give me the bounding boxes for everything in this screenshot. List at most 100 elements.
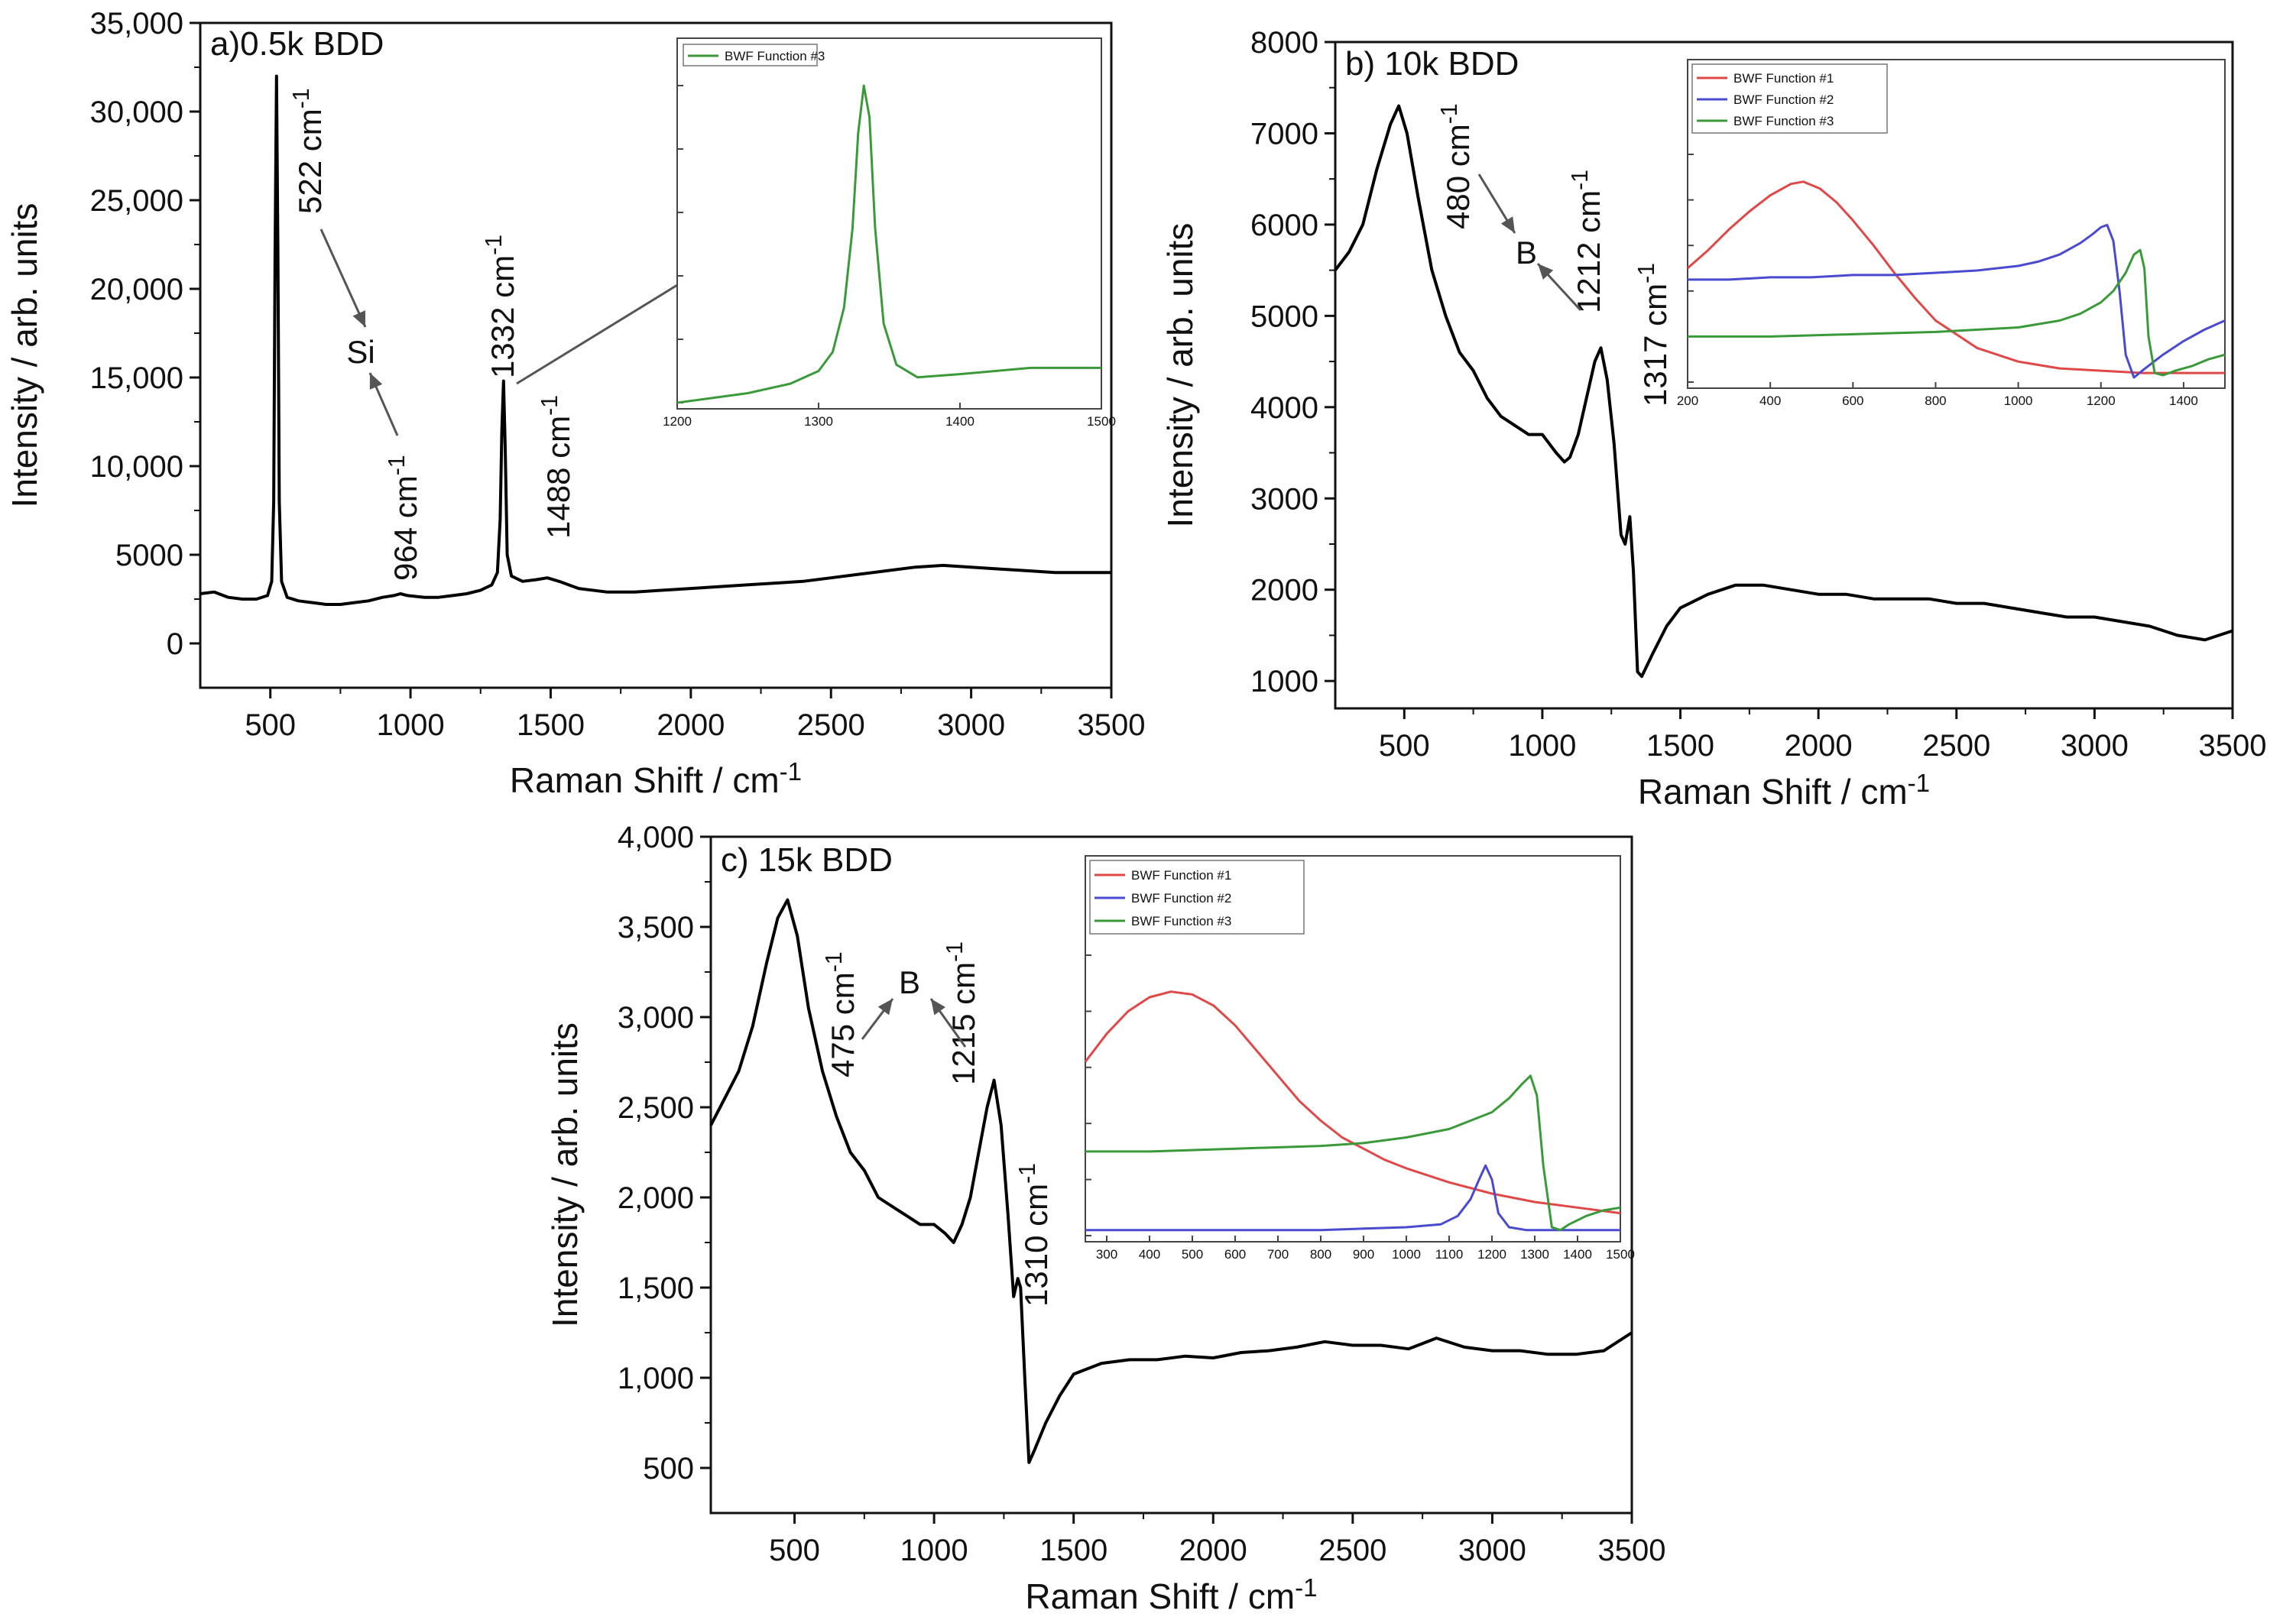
inset-series-line-0 bbox=[1687, 180, 2225, 374]
peak-annotation: 475 cm-1 bbox=[822, 951, 861, 1077]
y-axis-title: Intensity / arb. units bbox=[5, 203, 44, 508]
annotation-arrow-head bbox=[1538, 264, 1554, 280]
inset-x-tick-label: 1400 bbox=[2169, 394, 2198, 408]
x-tick-label: 3500 bbox=[2199, 729, 2267, 763]
x-tick-label: 2500 bbox=[1318, 1534, 1386, 1567]
y-tick-label: 2000 bbox=[1250, 574, 1318, 608]
y-tick-label: 500 bbox=[643, 1452, 694, 1486]
plot-frame bbox=[1334, 40, 2234, 710]
x-axis-title: Raman Shift / cm-1 bbox=[510, 758, 802, 800]
y-tick-label: 0 bbox=[167, 627, 183, 661]
inset-x-tick-label: 1400 bbox=[945, 414, 975, 429]
series-line-0 bbox=[199, 74, 1111, 606]
y-tick-label: 1000 bbox=[1250, 665, 1318, 698]
peak-annotation: B bbox=[899, 964, 920, 1000]
x-tick-label: 1500 bbox=[517, 708, 585, 742]
inset-x-tick-label: 1200 bbox=[2087, 394, 2116, 408]
y-tick-label: 7000 bbox=[1250, 117, 1318, 151]
y-axis-title: Intensity / arb. units bbox=[1160, 223, 1200, 528]
peak-annotation: 522 cm-1 bbox=[289, 88, 328, 214]
plot-frame bbox=[709, 835, 1633, 1515]
x-tick-label: 3000 bbox=[937, 708, 1005, 742]
series-line-0 bbox=[709, 898, 1633, 1464]
inset-legend: BWF Function #1 BWF Function #2 BWF Functi… bbox=[1691, 63, 1888, 134]
x-tick-label: 1000 bbox=[1508, 729, 1576, 763]
y-tick-label: 5000 bbox=[1250, 300, 1318, 333]
inset-x-tick-label: 1000 bbox=[2004, 394, 2033, 408]
inset-x-tick-label: 900 bbox=[1353, 1247, 1374, 1262]
annotation-arrow bbox=[368, 372, 399, 436]
chart-panel-0: 500 1000 1500 2000 2500 3000 3500 0 5000 10,000 15… bbox=[5, 7, 1145, 800]
x-tick-label: 3500 bbox=[1598, 1534, 1666, 1567]
x-tick-label: 500 bbox=[1379, 729, 1430, 763]
peak-annotation: Si bbox=[346, 334, 375, 370]
y-tick-label: 35,000 bbox=[90, 7, 183, 40]
peak-annotation: 1212 cm-1 bbox=[1568, 170, 1607, 313]
inset-x-tick-label: 1500 bbox=[1087, 414, 1116, 429]
inset-x-tick-label: 500 bbox=[1182, 1247, 1203, 1262]
inset-x-tick-label: 1400 bbox=[1563, 1247, 1592, 1262]
x-tick-label: 3500 bbox=[1078, 708, 1146, 742]
peak-annotation: 1215 cm-1 bbox=[942, 941, 981, 1085]
series-line-0 bbox=[1334, 104, 2233, 679]
inset-frame bbox=[676, 37, 1102, 410]
x-tick-label: 500 bbox=[769, 1534, 820, 1567]
y-tick-label: 25,000 bbox=[90, 184, 183, 218]
peak-annotation: 1317 cm-1 bbox=[1634, 263, 1673, 407]
x-tick-label: 1000 bbox=[900, 1534, 968, 1567]
inset-series-line-0 bbox=[676, 84, 1101, 404]
inset-chart: 300 400 500 600 700 800 900 1000 1100 1200 1300 140… bbox=[1084, 855, 1635, 1262]
legend-box bbox=[1089, 860, 1305, 935]
annotation-arrow-head bbox=[931, 999, 945, 1016]
inset-series-line-0 bbox=[1084, 990, 1621, 1215]
inset-x-tick-label: 200 bbox=[1677, 394, 1698, 408]
annotation-arrow-head bbox=[1500, 216, 1515, 233]
peak-annotation: 964 cm-1 bbox=[384, 455, 423, 581]
legend-label: BWF Function #1 bbox=[1131, 868, 1231, 883]
inset-x-tick-label: 800 bbox=[1310, 1247, 1331, 1262]
y-tick-label: 1,000 bbox=[618, 1362, 694, 1395]
inset-series-line-2 bbox=[1688, 248, 2226, 377]
y-tick-label: 1,500 bbox=[618, 1272, 694, 1305]
panel-label: b) 10k BDD bbox=[1345, 45, 1519, 83]
inset-x-tick-label: 600 bbox=[1224, 1247, 1246, 1262]
inset-x-tick-label: 1100 bbox=[1435, 1247, 1464, 1262]
annotation-arrow-head bbox=[352, 310, 365, 327]
legend-label: BWF Function #3 bbox=[725, 49, 825, 63]
chart-panel-1: 500 1000 1500 2000 2500 3000 3500 1000 2000 3000 4… bbox=[1160, 26, 2266, 812]
y-tick-label: 4,000 bbox=[618, 821, 694, 854]
legend-label: BWF Function #1 bbox=[1733, 71, 1834, 86]
x-tick-label: 2000 bbox=[1785, 729, 1853, 763]
x-tick-label: 1500 bbox=[1039, 1534, 1107, 1567]
y-tick-label: 20,000 bbox=[90, 273, 183, 306]
inset-x-tick-label: 800 bbox=[1925, 394, 1946, 408]
y-tick-label: 10,000 bbox=[90, 450, 183, 484]
inset-series-line-2 bbox=[1085, 1074, 1621, 1232]
inset-series-line-1 bbox=[1688, 223, 2226, 379]
y-tick-label: 3000 bbox=[1250, 482, 1318, 516]
x-axis-title: Raman Shift / cm-1 bbox=[1638, 770, 1930, 812]
inset-x-tick-label: 1200 bbox=[663, 414, 692, 429]
panel-label: a)0.5k BDD bbox=[210, 25, 384, 63]
y-tick-label: 3,000 bbox=[618, 1001, 694, 1035]
legend-label: BWF Function #3 bbox=[1131, 914, 1231, 928]
annotation-arrow bbox=[1536, 262, 1582, 312]
x-axis-title: Raman Shift / cm-1 bbox=[1025, 1574, 1317, 1616]
inset-x-tick-label: 1500 bbox=[1606, 1247, 1635, 1262]
annotation-arrow bbox=[1477, 173, 1516, 234]
x-tick-label: 1500 bbox=[1646, 729, 1714, 763]
inset-x-tick-label: 700 bbox=[1267, 1247, 1289, 1262]
y-tick-label: 3,500 bbox=[618, 911, 694, 944]
y-tick-label: 2,000 bbox=[618, 1181, 694, 1215]
chart-panel-2: 500 1000 1500 2000 2500 3000 3500 500 1,000 1,500… bbox=[545, 821, 1665, 1616]
legend-label: BWF Function #3 bbox=[1733, 114, 1834, 128]
inset-x-tick-label: 1300 bbox=[804, 414, 833, 429]
peak-annotation: 1332 cm-1 bbox=[482, 235, 520, 378]
inset-x-tick-label: 1000 bbox=[1392, 1247, 1421, 1262]
inset-chart: 1200 1300 1400 1500 BWF Function #3 bbox=[663, 37, 1116, 429]
inset-x-tick-label: 600 bbox=[1842, 394, 1863, 408]
y-tick-label: 2,500 bbox=[618, 1091, 694, 1125]
x-tick-label: 500 bbox=[245, 708, 296, 742]
y-tick-label: 6000 bbox=[1250, 209, 1318, 242]
